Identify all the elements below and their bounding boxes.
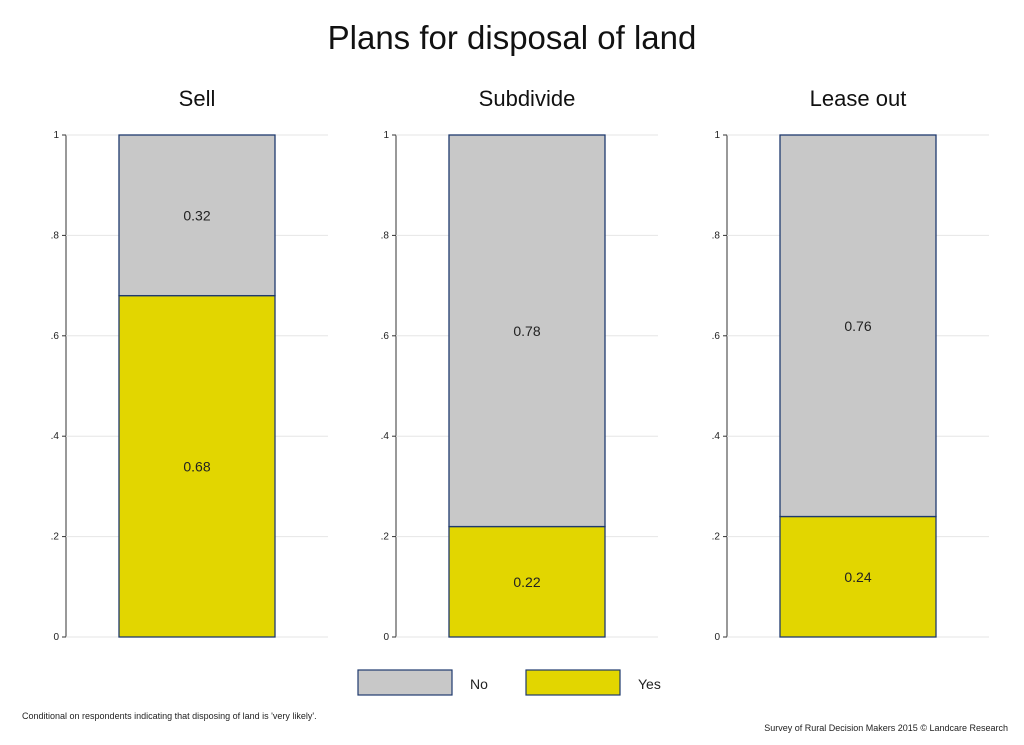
legend: No Yes [357,669,661,696]
legend-swatch-no [357,669,453,696]
y-tick-label: .2 [381,532,390,543]
legend-label-no: No [470,676,488,692]
panel-sell: Sell 0 .2 .4 .6 .8 1 0.68 0.32 [51,86,328,643]
legend-swatch-yes [525,669,621,696]
data-label: 0.68 [183,458,210,474]
y-tick-label: .4 [381,431,390,442]
footnote-conditional: Conditional on respondents indicating th… [22,711,317,721]
y-tick-label: .8 [712,230,721,241]
bar-segment-no [779,134,937,518]
footnote-source: Survey of Rural Decision Makers 2015 © L… [764,723,1008,733]
y-tick-label: .2 [51,532,60,543]
y-tick-label: .2 [712,532,721,543]
y-tick-label: .6 [51,331,60,342]
y-tick-label: 1 [714,130,720,141]
bar-segment-no [118,134,276,297]
y-tick-label: 1 [383,130,389,141]
panel-subtitle: Lease out [810,86,907,111]
data-label: 0.24 [844,569,871,585]
y-tick-label: .8 [381,230,390,241]
legend-label-yes: Yes [638,676,661,692]
bar-segment-no [448,134,606,528]
y-tick-label: .6 [381,331,390,342]
bar-segment-yes [118,294,276,638]
panel-lease-out: Lease out 0 .2 .4 .6 .8 1 0.24 0.76 [712,86,989,643]
y-tick-label: .4 [51,431,60,442]
y-tick-label: 0 [714,632,720,643]
y-tick-label: .4 [712,431,721,442]
panel-subtitle: Sell [179,86,216,111]
y-tick-label: .8 [51,230,60,241]
bar-segment-yes [448,525,606,638]
y-tick-label: 1 [53,130,59,141]
y-tick-label: 0 [53,632,59,643]
chart-panels: Sell 0 .2 .4 .6 .8 1 0.68 0.32 Subdivide 0 .2 .4 .6 .8… [51,86,989,643]
data-label: 0.76 [844,318,871,334]
y-tick-label: 0 [383,632,389,643]
chart-title: Plans for disposal of land [328,19,697,56]
data-label: 0.32 [183,207,210,223]
y-tick-label: .6 [712,331,721,342]
panel-subdivide: Subdivide 0 .2 .4 .6 .8 1 0.22 0.78 [381,86,658,643]
data-label: 0.78 [513,323,540,339]
data-label: 0.22 [513,574,540,590]
panel-subtitle: Subdivide [479,86,576,111]
